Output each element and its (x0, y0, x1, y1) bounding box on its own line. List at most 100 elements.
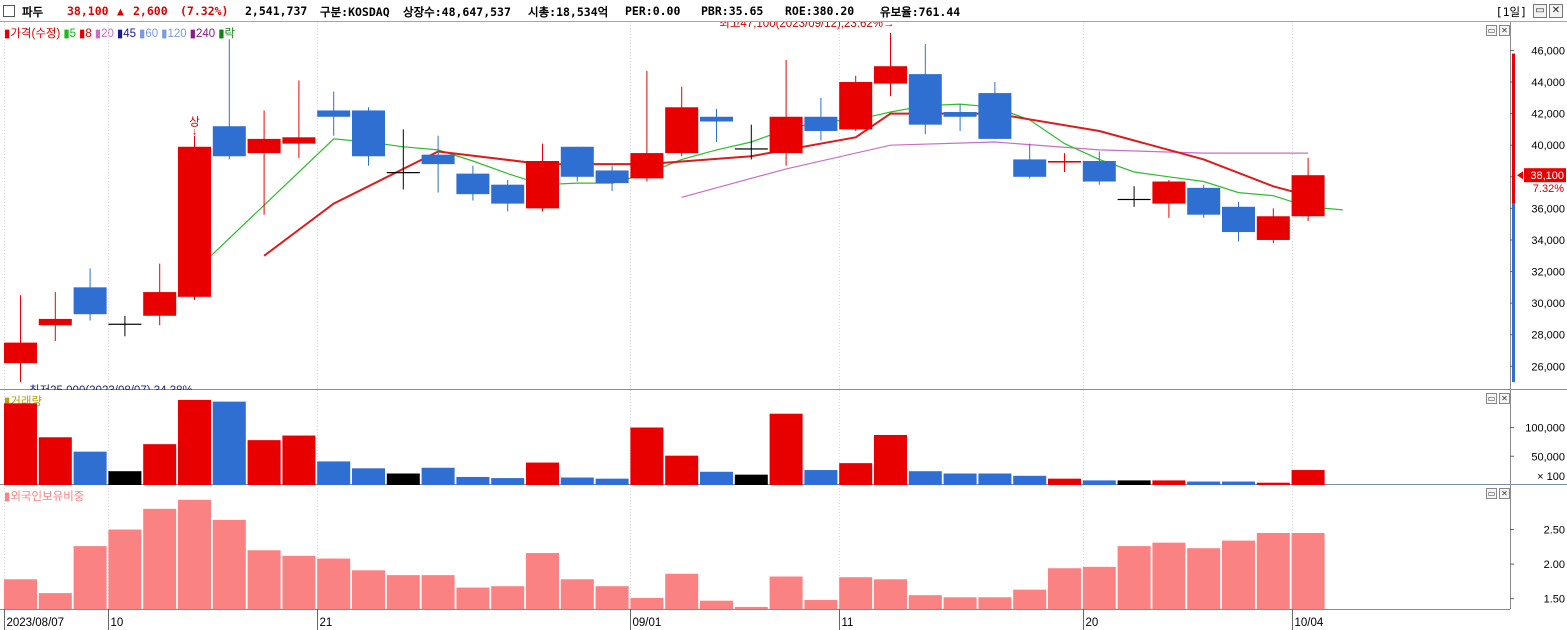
foreign-ownership-pane: ▮외국인보유비중 ▭ ✕ 2.50 2.00 1.50 2023/08/07 10 21 09… (0, 485, 1567, 630)
legend-item[interactable]: ▮락 (218, 28, 236, 40)
stock-info-bar: 파두 38,100 ▲ 2,600 (7.32%) 2,541,737 구분:K… (0, 0, 1567, 22)
foreign-ratio-bar (908, 595, 942, 609)
foreign-ratio-bar (1291, 533, 1325, 609)
volume-chart[interactable]: 100,000 50,000 × 100 (0, 390, 1567, 485)
foreign-ratio-bar (874, 579, 907, 609)
pane-maximize-button[interactable]: ▭ (1486, 25, 1497, 36)
foreign-ratio-bar (978, 597, 1012, 609)
y-tick-label: 2.50 (1544, 525, 1565, 537)
candle-body (1082, 160, 1116, 182)
market-cap: 시총:18,534억 (528, 5, 609, 19)
legend-item[interactable]: ▮8 (79, 28, 92, 40)
foreign-ratio-bar (526, 553, 559, 609)
high-annotation: 최고47,100(2023/09/12),23.62%→ (719, 22, 894, 30)
candle-body (769, 116, 803, 154)
foreign-legend: ▮외국인보유비중 (4, 488, 87, 504)
legend-item[interactable]: ▮가격(수정) (4, 28, 61, 40)
volume-bar (1222, 481, 1255, 485)
volume-bar (421, 467, 455, 485)
foreign-ratio-bar (1152, 542, 1186, 609)
candle-body (1048, 160, 1081, 163)
foreign-ratio-bar (595, 586, 629, 609)
candle-body (630, 153, 664, 179)
reserve-ratio: 유보율:761.44 (880, 5, 961, 19)
volume-bar (1256, 482, 1290, 485)
volume-bar (804, 470, 838, 485)
volume-bar (700, 471, 733, 485)
roe-value: ROE:380.20 (785, 4, 855, 18)
pane-close-button[interactable]: ✕ (1499, 393, 1510, 404)
current-pct-label: 7.32% (1533, 183, 1564, 195)
foreign-ratio-bar (247, 550, 281, 609)
select-checkbox[interactable] (3, 5, 15, 17)
stock-name[interactable]: 파두 (22, 5, 44, 19)
legend-item[interactable]: ▮240 (189, 28, 216, 40)
legend-item[interactable]: ▮120 (161, 28, 187, 40)
volume-unit-label: × 100 (1537, 471, 1565, 483)
low-annotation: ←최저25,000(2023/08/07),34.38% (18, 384, 193, 390)
pane-close-button[interactable]: ✕ (1499, 25, 1510, 36)
foreign-ratio-bar (38, 593, 72, 609)
candle-body (108, 323, 142, 325)
close-button[interactable]: ✕ (1549, 4, 1563, 18)
legend-item[interactable]: ▮20 (94, 28, 114, 40)
foreign-ratio-bar (4, 579, 37, 609)
volume-bar (108, 471, 142, 485)
volume-bar (1013, 475, 1047, 485)
legend-item[interactable]: ▮60 (139, 28, 159, 40)
volume-bar (874, 434, 907, 485)
candle-body (1152, 181, 1186, 204)
pane-maximize-button[interactable]: ▭ (1486, 393, 1497, 404)
volume-bar (1117, 480, 1151, 485)
foreign-legend-label: ▮외국인보유비중 (4, 491, 85, 503)
y-tick-label: 26,000 (1531, 361, 1565, 373)
y-tick-label: 40,000 (1531, 140, 1565, 152)
candle-body (421, 154, 455, 165)
y-tick-label: 44,000 (1531, 77, 1565, 89)
volume-bar (212, 401, 246, 485)
pane-close-button[interactable]: ✕ (1499, 488, 1510, 499)
y-tick-label: 30,000 (1531, 298, 1565, 310)
foreign-ratio-bar (1222, 540, 1255, 609)
upper-limit-marker: 상 (189, 116, 200, 129)
candle-body (1291, 175, 1325, 217)
candle-body (839, 82, 873, 130)
foreign-ratio-bar (143, 508, 177, 609)
current-price: 38,100 (67, 4, 109, 18)
y-tick-label: 46,000 (1531, 45, 1565, 57)
foreign-ratio-chart[interactable]: 2.50 2.00 1.50 2023/08/07 10 21 09/01 11 20 10/04 (0, 485, 1567, 630)
y-tick-label: 50,000 (1531, 451, 1565, 463)
volume-bar (282, 435, 316, 485)
volume-bar (943, 473, 977, 485)
volume-bar (456, 476, 490, 485)
foreign-ratio-bar (386, 575, 420, 609)
volume-bar (178, 399, 211, 485)
volume-bar (73, 451, 107, 485)
legend-item[interactable]: ▮45 (116, 28, 137, 40)
legend-item[interactable]: ▮5 (63, 28, 77, 40)
foreign-ratio-bar (317, 558, 351, 609)
x-tick-label: 21 (320, 617, 333, 629)
period-selector[interactable]: [1일] (1495, 5, 1527, 19)
volume-bar (978, 473, 1012, 485)
change-arrow-icon: ▲ (117, 4, 124, 18)
candle-body (804, 116, 838, 131)
price-chart[interactable]: 46,00044,00042,00040,00038,00036,00034,0… (0, 22, 1567, 390)
volume-bar (769, 413, 803, 485)
volume-bar (38, 437, 72, 485)
foreign-ratio-bar (108, 529, 142, 609)
upper-limit-arrow-icon: ↓ (192, 127, 197, 138)
candle-body (212, 126, 246, 157)
volume-bar (247, 440, 281, 485)
price-legend: ▮가격(수정) ▮5 ▮8 ▮20 ▮45 ▮60 ▮120 ▮240 ▮락 (4, 25, 238, 41)
price-change-pct: (7.32%) (180, 4, 229, 18)
restore-button[interactable]: ▭ (1533, 4, 1547, 18)
x-tick-label: 10 (111, 617, 124, 629)
foreign-ratio-bar (943, 597, 977, 609)
volume-bar (665, 455, 699, 485)
day-range-bar-down (1512, 203, 1515, 383)
current-price-label: 38,100 (1530, 170, 1564, 182)
candle-body (247, 138, 281, 154)
pane-maximize-button[interactable]: ▭ (1486, 488, 1497, 499)
